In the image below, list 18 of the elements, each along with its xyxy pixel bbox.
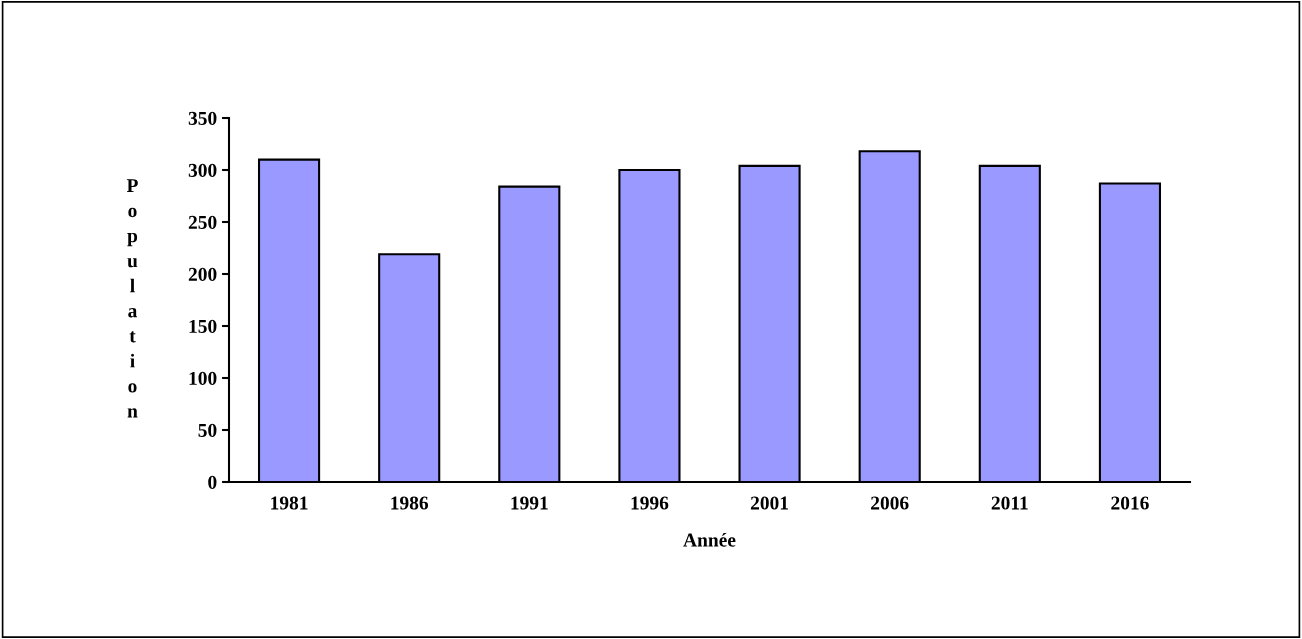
x-axis-title: Année xyxy=(683,532,736,547)
y-tick-label: 250 xyxy=(188,215,217,229)
y-tick-label: 200 xyxy=(188,267,217,281)
x-tick-label: 2001 xyxy=(750,496,788,510)
y-tick-label: 300 xyxy=(188,163,217,177)
x-tick-label: 1991 xyxy=(511,496,548,510)
x-tick-label: 1986 xyxy=(391,496,429,510)
x-tick-label: 1996 xyxy=(631,496,669,510)
x-tick-label: 2011 xyxy=(991,496,1028,510)
x-tick-label: 2006 xyxy=(871,496,909,510)
y-tick-label: 0 xyxy=(208,475,217,489)
y-tick-label: 150 xyxy=(189,319,217,333)
y-tick-label: 50 xyxy=(198,423,217,437)
y-tick-label: 100 xyxy=(189,371,217,385)
x-tick-label: 1981 xyxy=(271,496,308,510)
text: Population xyxy=(126,179,138,418)
y-tick-label: 350 xyxy=(188,111,217,125)
x-tick-label: 2016 xyxy=(1111,496,1149,510)
